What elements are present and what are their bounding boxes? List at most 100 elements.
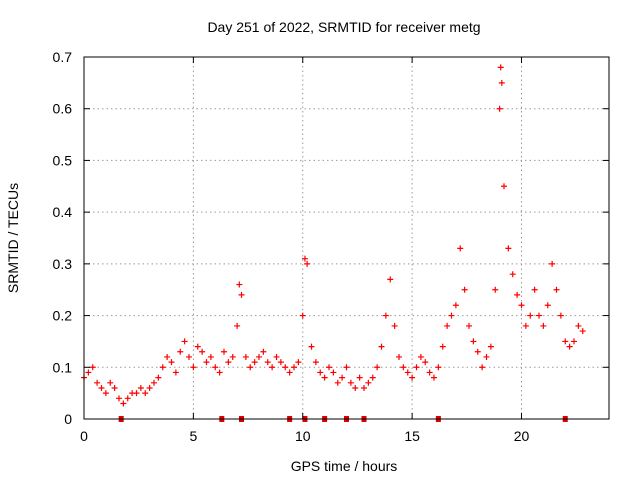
data-point — [557, 312, 564, 319]
data-point — [247, 364, 254, 371]
data-point — [396, 353, 402, 360]
data-point — [514, 291, 521, 298]
data-point — [339, 374, 346, 381]
data-point — [85, 369, 92, 376]
data-point — [374, 364, 381, 371]
y-tick-label: 0.4 — [53, 204, 73, 220]
data-point — [501, 183, 507, 190]
data-point — [94, 379, 101, 386]
data-point — [234, 322, 241, 329]
data-point — [120, 400, 127, 407]
data-point — [413, 364, 420, 371]
plot-frame — [83, 56, 610, 420]
data-point — [221, 348, 227, 355]
x-axis-label: GPS time / hours — [291, 458, 398, 474]
data-point — [417, 353, 424, 360]
data-point — [317, 369, 324, 376]
data-point — [177, 348, 184, 355]
data-point — [155, 374, 162, 381]
data-point — [264, 359, 271, 366]
data-point — [164, 353, 171, 360]
data-point — [251, 359, 258, 366]
data-point — [238, 291, 245, 298]
data-point — [142, 390, 149, 397]
data-point — [536, 312, 542, 319]
y-tick-label: 0.1 — [53, 359, 73, 375]
data-point — [522, 322, 529, 329]
data-point — [330, 369, 337, 376]
x-tick-label: 10 — [295, 428, 311, 444]
data-point — [553, 286, 560, 293]
data-point — [151, 379, 157, 386]
x-tick-label: 20 — [514, 428, 530, 444]
data-point — [426, 369, 433, 376]
data-point — [181, 338, 188, 345]
chart-title: Day 251 of 2022, SRMTID for receiver met… — [207, 19, 480, 35]
data-point — [286, 369, 293, 376]
data-point — [400, 364, 407, 371]
data-point — [452, 302, 459, 309]
data-point — [544, 302, 551, 309]
data-point — [404, 369, 411, 376]
x-tick-label: 5 — [189, 428, 197, 444]
data-point — [295, 359, 302, 366]
data-point — [422, 359, 429, 366]
data-point — [492, 286, 499, 293]
data-point — [571, 338, 577, 345]
data-point — [431, 374, 437, 381]
y-tick-label: 0.7 — [53, 49, 73, 65]
data-point — [308, 343, 315, 350]
data-point — [321, 374, 328, 381]
data-point — [199, 348, 206, 355]
data-point — [369, 374, 376, 381]
data-point — [242, 353, 249, 360]
data-point — [273, 353, 280, 360]
data-point — [168, 359, 175, 366]
data-point — [361, 384, 367, 391]
data-point — [365, 379, 372, 386]
data-point — [89, 364, 96, 371]
data-point — [540, 322, 547, 329]
data-point — [236, 281, 243, 288]
y-tick-label: 0.3 — [53, 256, 73, 272]
data-point — [269, 364, 276, 371]
data-point — [483, 353, 490, 360]
data-point — [498, 79, 505, 86]
data-point — [159, 364, 166, 371]
data-point — [497, 64, 504, 71]
data-point — [531, 286, 538, 293]
data-point — [579, 328, 586, 335]
data-point — [146, 384, 153, 391]
data-point — [282, 364, 289, 371]
data-point — [509, 271, 516, 278]
data-point — [301, 255, 308, 262]
data-point — [527, 312, 534, 319]
data-point — [479, 364, 486, 371]
data-point — [172, 369, 179, 376]
data-point — [435, 364, 442, 371]
data-point — [387, 276, 394, 283]
data-points — [81, 64, 586, 407]
data-point — [391, 322, 398, 329]
y-axis-label: SRMTID / TECUs — [5, 183, 21, 293]
grid — [84, 57, 609, 419]
data-point — [304, 260, 311, 267]
data-point — [343, 364, 350, 371]
data-point — [518, 302, 525, 309]
data-point — [566, 343, 573, 350]
y-tick-label: 0.6 — [53, 101, 73, 117]
data-point — [505, 245, 512, 252]
data-point — [137, 384, 144, 391]
data-point — [107, 379, 114, 386]
data-point — [98, 384, 105, 391]
data-point — [207, 353, 214, 360]
data-point — [575, 322, 582, 329]
data-point — [474, 348, 481, 355]
data-point — [299, 312, 306, 319]
data-point — [256, 353, 262, 360]
data-point — [194, 343, 201, 350]
data-point — [186, 353, 192, 360]
data-point — [409, 374, 416, 381]
data-point — [190, 364, 197, 371]
